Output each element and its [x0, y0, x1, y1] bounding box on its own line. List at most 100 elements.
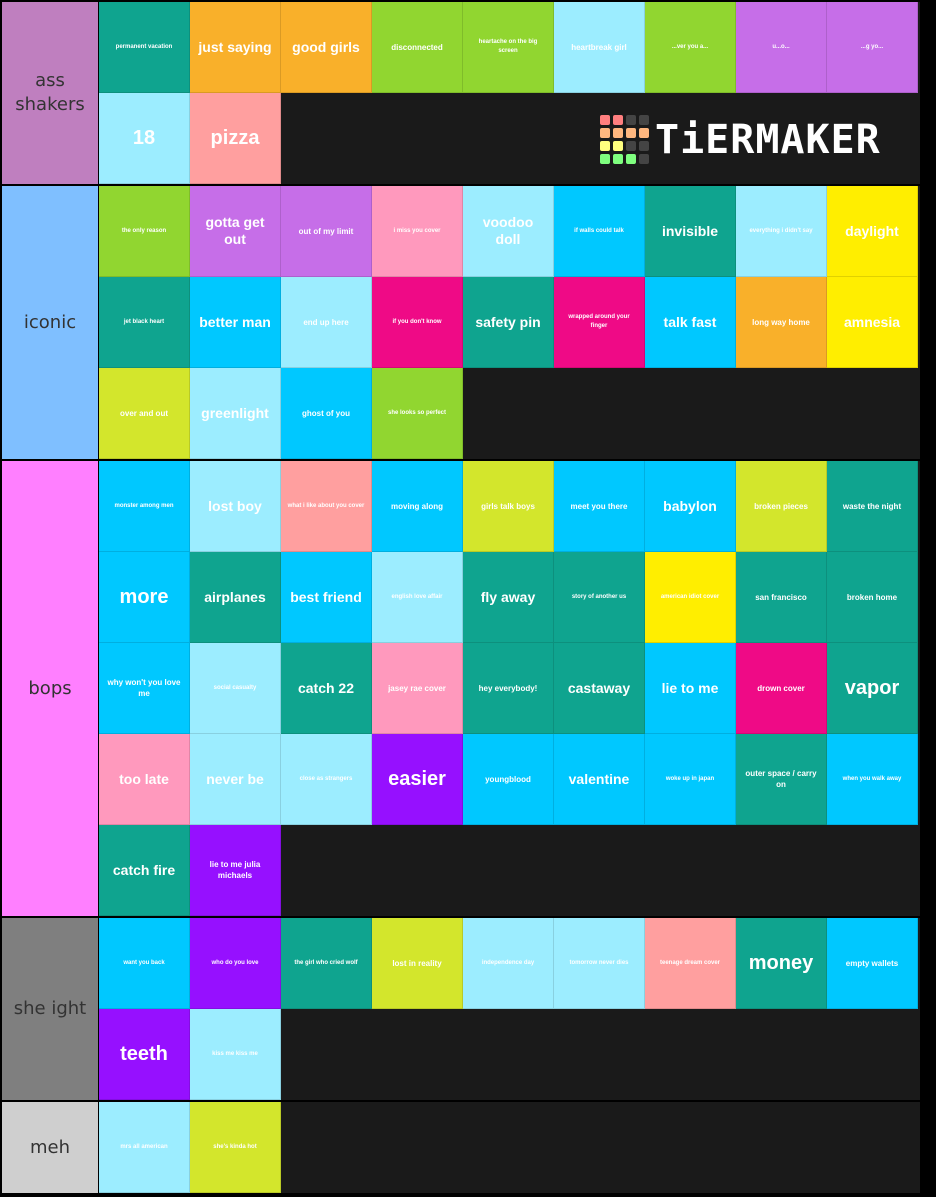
tier-item-gotta-get-out[interactable]: gotta get out: [190, 186, 281, 277]
tier-item-youngblood[interactable]: youngblood: [463, 734, 554, 825]
tier-item-long-way-home[interactable]: long way home: [736, 277, 827, 368]
tier-item-jasey-rae-cover[interactable]: jasey rae cover: [372, 643, 463, 734]
tier-item-if-you-don-t-know[interactable]: if you don't know: [372, 277, 463, 368]
tier-label[interactable]: ass shakers: [2, 2, 98, 184]
tier-item-g-yo[interactable]: ...g yo...: [827, 2, 918, 93]
tier-item-woke-up-in-japan[interactable]: woke up in japan: [645, 734, 736, 825]
tier-item-more[interactable]: more: [99, 552, 190, 643]
tier-item-lost-boy[interactable]: lost boy: [190, 461, 281, 552]
tier-item-safety-pin[interactable]: safety pin: [463, 277, 554, 368]
tier-item-san-francisco[interactable]: san francisco: [736, 552, 827, 643]
tier-item-moving-along[interactable]: moving along: [372, 461, 463, 552]
tier-item-just-saying[interactable]: just saying: [190, 2, 281, 93]
tier-item-mrs-all-american[interactable]: mrs all american: [99, 1102, 190, 1193]
tier-item-she-s-kinda-hot[interactable]: she's kinda hot: [190, 1102, 281, 1193]
tier-item-lost-in-reality[interactable]: lost in reality: [372, 918, 463, 1009]
tier-item-want-you-back[interactable]: want you back: [99, 918, 190, 1009]
tier-item-castaway[interactable]: castaway: [554, 643, 645, 734]
tier-item-good-girls[interactable]: good girls: [281, 2, 372, 93]
tier-row-meh: meh mrs all american she's kinda hot: [0, 1102, 936, 1193]
tier-item-end-up-here[interactable]: end up here: [281, 277, 372, 368]
tier-item-pizza[interactable]: pizza: [190, 93, 281, 184]
tier-label[interactable]: bops: [2, 461, 98, 916]
tier-item-lie-to-me-julia-michaels[interactable]: lie to me julia michaels: [190, 825, 281, 916]
tier-item-easier[interactable]: easier: [372, 734, 463, 825]
tier-item-american-idiot-cover[interactable]: american idiot cover: [645, 552, 736, 643]
tier-item-what-i-like-about-you-cover[interactable]: what i like about you cover: [281, 461, 372, 552]
tier-item-never-be[interactable]: never be: [190, 734, 281, 825]
tier-row-she-ight: she ight want you back who do you love the …: [0, 918, 936, 1100]
tier-item-daylight[interactable]: daylight: [827, 186, 918, 277]
tier-item-she-looks-so-perfect[interactable]: she looks so perfect: [372, 368, 463, 459]
tier-item-valentine[interactable]: valentine: [554, 734, 645, 825]
tier-item-heartache-on-the-big-screen[interactable]: heartache on the big screen: [463, 2, 554, 93]
tier-row-ass-shakers: ass shakers permanent vacation just saying…: [0, 2, 936, 184]
tier-item-everything-i-didn-t-say[interactable]: everything i didn't say: [736, 186, 827, 277]
tier-item-out-of-my-limit[interactable]: out of my limit: [281, 186, 372, 277]
tier-item-drown-cover[interactable]: drown cover: [736, 643, 827, 734]
tier-item-outer-space-carry-on[interactable]: outer space / carry on: [736, 734, 827, 825]
tier-item-story-of-another-us[interactable]: story of another us: [554, 552, 645, 643]
tier-item-ver-you-a[interactable]: ...ver you a...: [645, 2, 736, 93]
tier-label[interactable]: meh: [2, 1102, 98, 1193]
tier-item-fly-away[interactable]: fly away: [463, 552, 554, 643]
tier-label[interactable]: iconic: [2, 186, 98, 459]
tier-items[interactable]: monster among men lost boy what i like abo…: [99, 461, 920, 916]
tier-item-heartbreak-girl[interactable]: heartbreak girl: [554, 2, 645, 93]
tier-item-catch-fire[interactable]: catch fire: [99, 825, 190, 916]
tier-item-social-casualty[interactable]: social casualty: [190, 643, 281, 734]
tier-item-empty-wallets[interactable]: empty wallets: [827, 918, 918, 1009]
tier-item-kiss-me-kiss-me[interactable]: kiss me kiss me: [190, 1009, 281, 1100]
tier-item-the-girl-who-cried-wolf[interactable]: the girl who cried wolf: [281, 918, 372, 1009]
tier-item-ghost-of-you[interactable]: ghost of you: [281, 368, 372, 459]
tier-item-monster-among-men[interactable]: monster among men: [99, 461, 190, 552]
tier-item-airplanes[interactable]: airplanes: [190, 552, 281, 643]
tier-item-english-love-affair[interactable]: english love affair: [372, 552, 463, 643]
tier-item-i-miss-you-cover[interactable]: i miss you cover: [372, 186, 463, 277]
tier-item-greenlight[interactable]: greenlight: [190, 368, 281, 459]
tier-item-money[interactable]: money: [736, 918, 827, 1009]
tier-item-meet-you-there[interactable]: meet you there: [554, 461, 645, 552]
tier-item-talk-fast[interactable]: talk fast: [645, 277, 736, 368]
tier-item-voodoo-doll[interactable]: voodoo doll: [463, 186, 554, 277]
tier-item-vapor[interactable]: vapor: [827, 643, 918, 734]
tier-items[interactable]: mrs all american she's kinda hot: [99, 1102, 920, 1193]
tier-item-why-won-t-you-love-me[interactable]: why won't you love me: [99, 643, 190, 734]
tier-item-u-o[interactable]: u...o...: [736, 2, 827, 93]
tier-items[interactable]: want you back who do you love the girl who…: [99, 918, 920, 1100]
tier-item-best-friend[interactable]: best friend: [281, 552, 372, 643]
tier-label[interactable]: she ight: [2, 918, 98, 1100]
tier-item-too-late[interactable]: too late: [99, 734, 190, 825]
tier-item-broken-home[interactable]: broken home: [827, 552, 918, 643]
tier-item-over-and-out[interactable]: over and out: [99, 368, 190, 459]
tier-item-18[interactable]: 18: [99, 93, 190, 184]
tier-item-teeth[interactable]: teeth: [99, 1009, 190, 1100]
tier-item-wrapped-around-your-finger[interactable]: wrapped around your finger: [554, 277, 645, 368]
tier-item-independence-day[interactable]: independence day: [463, 918, 554, 1009]
tier-item-when-you-walk-away[interactable]: when you walk away: [827, 734, 918, 825]
tier-item-invisible[interactable]: invisible: [645, 186, 736, 277]
tier-item-babylon[interactable]: babylon: [645, 461, 736, 552]
tier-item-better-man[interactable]: better man: [190, 277, 281, 368]
tier-item-who-do-you-love[interactable]: who do you love: [190, 918, 281, 1009]
tier-item-waste-the-night[interactable]: waste the night: [827, 461, 918, 552]
tier-items[interactable]: permanent vacation just saying good girls d…: [99, 2, 920, 184]
tier-item-disconnected[interactable]: disconnected: [372, 2, 463, 93]
tier-item-the-only-reason[interactable]: the only reason: [99, 186, 190, 277]
tier-item-permanent-vacation[interactable]: permanent vacation: [99, 2, 190, 93]
tier-row-iconic: iconic the only reason gotta get out out of…: [0, 186, 936, 459]
tier-item-girls-talk-boys[interactable]: girls talk boys: [463, 461, 554, 552]
tier-item-teenage-dream-cover[interactable]: teenage dream cover: [645, 918, 736, 1009]
tier-row-bops: bops monster among men lost boy what i like…: [0, 461, 936, 916]
tier-item-jet-black-heart[interactable]: jet black heart: [99, 277, 190, 368]
tier-item-catch-22[interactable]: catch 22: [281, 643, 372, 734]
tier-item-lie-to-me[interactable]: lie to me: [645, 643, 736, 734]
tier-item-if-walls-could-talk[interactable]: if walls could talk: [554, 186, 645, 277]
tier-item-broken-pieces[interactable]: broken pieces: [736, 461, 827, 552]
tier-item-hey-everybody[interactable]: hey everybody!: [463, 643, 554, 734]
tier-item-tomorrow-never-dies[interactable]: tomorrow never dies: [554, 918, 645, 1009]
tier-item-amnesia[interactable]: amnesia: [827, 277, 918, 368]
tier-item-close-as-strangers[interactable]: close as strangers: [281, 734, 372, 825]
tier-items[interactable]: the only reason gotta get out out of my li…: [99, 186, 920, 459]
